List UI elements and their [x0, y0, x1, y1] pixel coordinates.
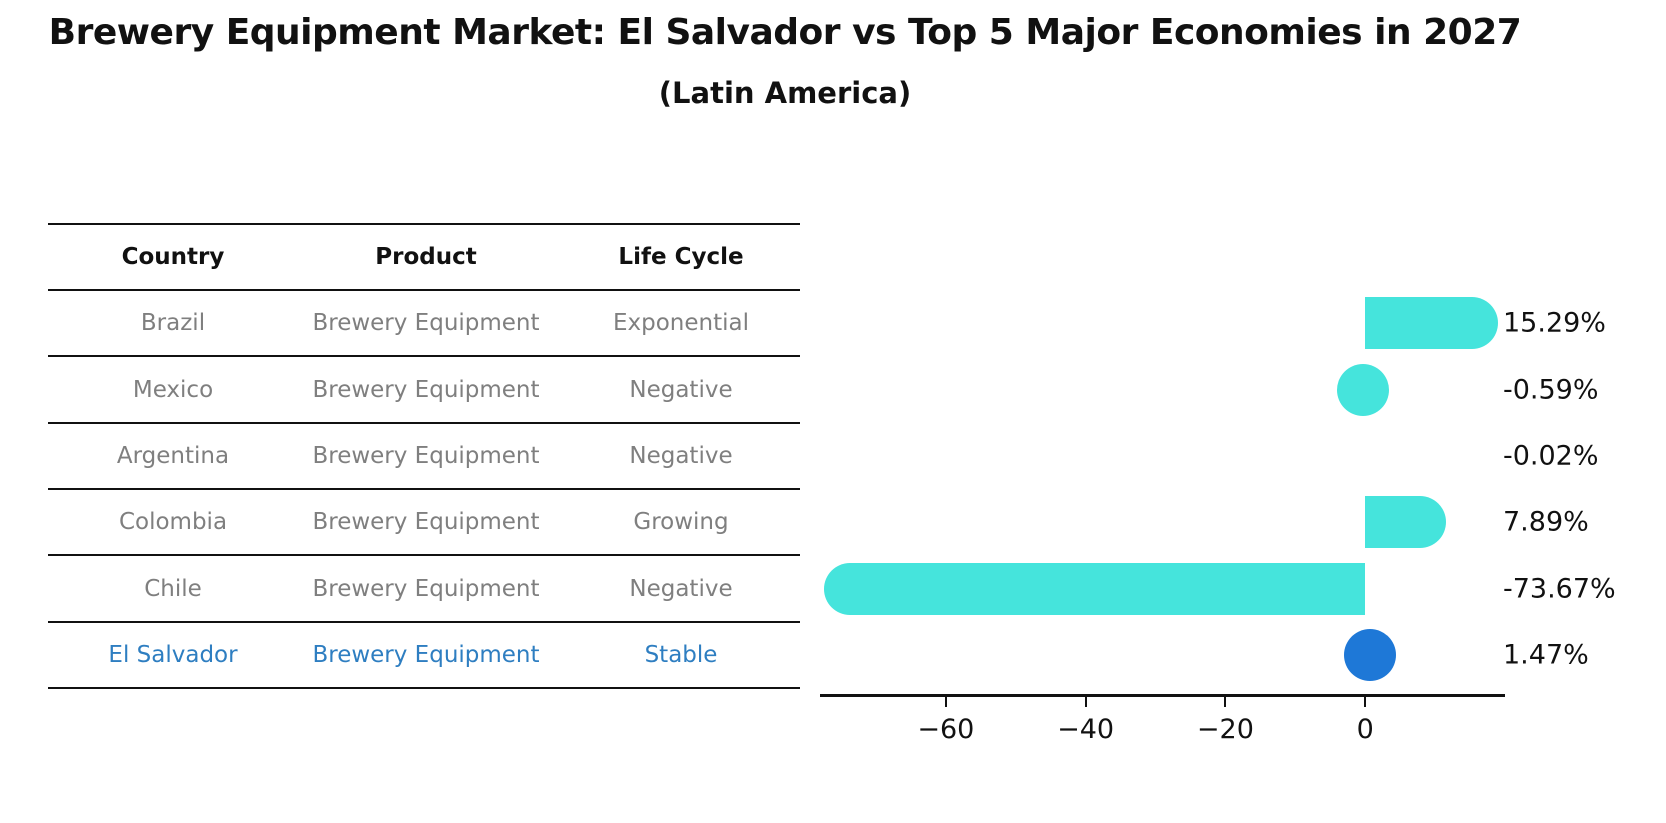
bar-brazil [1365, 297, 1499, 350]
table-row-mexico-life-cycle: Negative [629, 376, 733, 403]
x-axis-tick-label: −60 [917, 714, 975, 745]
table-rule [48, 488, 800, 490]
table-rule [48, 554, 800, 557]
bar-colombia [1365, 496, 1447, 549]
table-row-el-salvador-life-cycle: Stable [644, 641, 718, 668]
table-rule [48, 223, 800, 225]
table-row-argentina-country: Argentina [116, 442, 230, 469]
chart-subtitle: (Latin America) [658, 76, 912, 110]
table-rule [48, 421, 800, 424]
table-rule [48, 355, 800, 358]
table-rule [48, 620, 800, 623]
table-row-argentina-product: Brewery Equipment [312, 442, 540, 469]
column-header-country: Country [121, 244, 225, 270]
table-row-el-salvador-country: El Salvador [108, 641, 238, 668]
x-axis-tick-label: −40 [1057, 714, 1115, 745]
x-axis-tick [1224, 697, 1227, 707]
column-header-life-cycle: Life Cycle [618, 244, 744, 270]
value-label-el-salvador: 1.47% [1503, 639, 1589, 671]
table-row-brazil-country: Brazil [140, 310, 206, 337]
value-label-argentina: -0.02% [1503, 440, 1599, 472]
bar-el-salvador [1344, 628, 1397, 681]
value-label-mexico: -0.59% [1503, 374, 1599, 405]
table-row-brazil-life-cycle: Exponential [612, 310, 750, 337]
value-label-colombia: 7.89% [1503, 506, 1589, 538]
table-row-el-salvador-product: Brewery Equipment [312, 641, 540, 668]
table-row-mexico-product: Brewery Equipment [312, 376, 540, 403]
value-label-brazil: 15.29% [1503, 307, 1606, 339]
bar-chile [824, 562, 1366, 615]
table-row-argentina-life-cycle: Negative [629, 442, 733, 469]
x-axis-tick-label: 0 [1356, 714, 1374, 745]
x-axis-line [820, 694, 1505, 697]
column-header-product: Product [375, 244, 477, 270]
x-axis-tick [944, 697, 947, 707]
table-row-brazil-product: Brewery Equipment [312, 310, 540, 337]
table-rule [48, 687, 800, 689]
table-row-colombia-product: Brewery Equipment [312, 509, 540, 536]
table-row-chile-life-cycle: Negative [629, 575, 733, 602]
table-rule [48, 289, 800, 291]
table-row-chile-country: Chile [144, 575, 202, 602]
value-label-chile: -73.67% [1503, 573, 1616, 604]
x-axis-tick-label: −20 [1196, 714, 1254, 745]
table-row-mexico-country: Mexico [132, 376, 214, 403]
table-row-chile-product: Brewery Equipment [312, 575, 540, 602]
x-axis-tick [1364, 697, 1367, 707]
table-row-colombia-country: Colombia [118, 509, 228, 536]
chart-title: Brewery Equipment Market: El Salvador vs… [48, 12, 1522, 53]
x-axis-tick [1084, 697, 1087, 707]
table-row-colombia-life-cycle: Growing [633, 509, 729, 536]
bar-mexico [1337, 363, 1390, 416]
